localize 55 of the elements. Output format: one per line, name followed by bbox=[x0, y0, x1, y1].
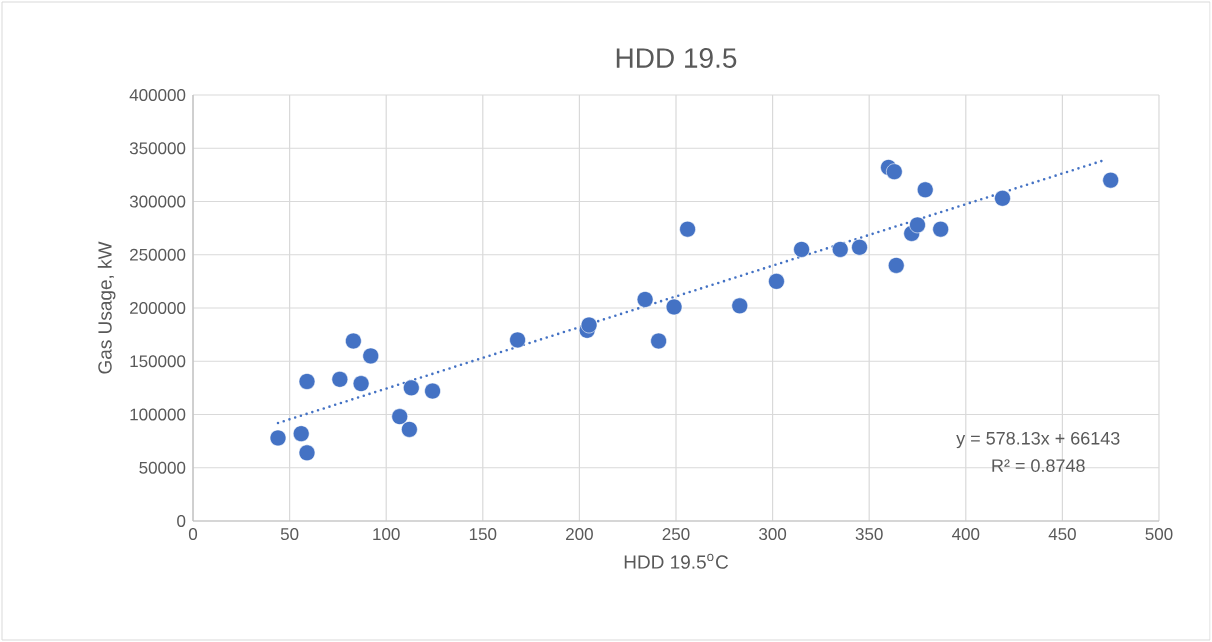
y-tick-label: 150000 bbox=[130, 355, 186, 368]
point bbox=[650, 332, 667, 350]
x-axis-title: HDD 19.5$^{o}$C bbox=[624, 553, 729, 569]
x-tick-label: 450 bbox=[1048, 528, 1076, 541]
x-tick-label: 350 bbox=[855, 528, 883, 541]
point bbox=[909, 216, 926, 234]
x-tick-label: 0 bbox=[188, 528, 198, 541]
point bbox=[665, 298, 683, 316]
chart-title: HDD 19.5 bbox=[616, 48, 737, 68]
y-tick-label: 0 bbox=[177, 514, 186, 527]
point bbox=[916, 181, 934, 199]
x-tick-label: 50 bbox=[280, 528, 299, 541]
point bbox=[269, 429, 287, 447]
point bbox=[994, 190, 1011, 207]
point bbox=[391, 408, 409, 425]
x-tick-label: 400 bbox=[951, 528, 980, 541]
y-tick-label: 50000 bbox=[139, 461, 186, 474]
x-tick-label: 200 bbox=[566, 528, 593, 541]
y-tick-label: 300000 bbox=[129, 195, 186, 208]
y-tick-label: 200000 bbox=[130, 301, 186, 314]
point bbox=[636, 291, 654, 308]
point bbox=[352, 375, 370, 392]
point bbox=[509, 331, 526, 349]
point bbox=[292, 425, 310, 442]
point bbox=[362, 347, 380, 365]
point bbox=[298, 444, 316, 462]
point bbox=[580, 316, 598, 334]
y-axis-title: Gas Usage, kW bbox=[97, 241, 116, 374]
point bbox=[886, 163, 903, 180]
point bbox=[345, 332, 362, 350]
point bbox=[403, 379, 420, 397]
point bbox=[793, 241, 810, 258]
point bbox=[768, 273, 785, 290]
point bbox=[932, 220, 949, 238]
x-tick-label: 250 bbox=[662, 528, 690, 541]
point bbox=[298, 373, 316, 390]
point bbox=[401, 421, 418, 438]
point bbox=[831, 241, 849, 258]
y-tick-label: 100000 bbox=[130, 408, 186, 421]
point bbox=[1102, 171, 1119, 189]
point bbox=[887, 257, 905, 274]
x-tick-label: 300 bbox=[759, 528, 787, 541]
point bbox=[851, 238, 868, 256]
point bbox=[731, 297, 749, 315]
x-tick-label: 500 bbox=[1145, 528, 1173, 541]
point bbox=[424, 382, 441, 400]
annotation: R² = 0.8748 bbox=[992, 459, 1085, 472]
x-tick-label: 150 bbox=[469, 528, 497, 541]
y-tick-label: 250000 bbox=[130, 248, 186, 261]
y-tick-label: 350000 bbox=[129, 142, 186, 155]
x-tick-label: 100 bbox=[373, 528, 400, 541]
point bbox=[331, 371, 349, 388]
annotation: y = 578.13x + 66143 bbox=[956, 431, 1120, 449]
point bbox=[679, 220, 696, 238]
y-tick-label: 400000 bbox=[129, 89, 186, 102]
